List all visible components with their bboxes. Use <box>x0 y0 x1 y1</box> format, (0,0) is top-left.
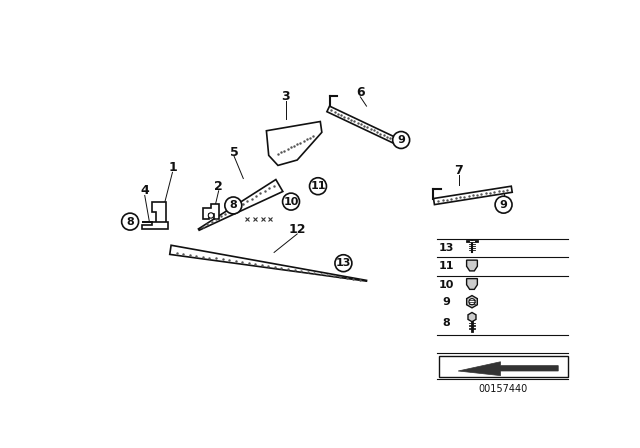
Text: 12: 12 <box>289 223 306 236</box>
Circle shape <box>469 299 475 305</box>
Text: 11: 11 <box>310 181 326 191</box>
Circle shape <box>225 197 242 214</box>
Circle shape <box>122 213 139 230</box>
Polygon shape <box>467 296 477 308</box>
Text: 3: 3 <box>282 90 290 103</box>
Text: 5: 5 <box>230 146 239 159</box>
Polygon shape <box>458 362 558 375</box>
Text: 9: 9 <box>500 200 508 210</box>
Polygon shape <box>468 313 476 322</box>
Circle shape <box>208 213 214 218</box>
FancyBboxPatch shape <box>439 356 568 377</box>
Polygon shape <box>170 245 367 281</box>
Text: 7: 7 <box>454 164 463 177</box>
Text: 9: 9 <box>397 135 405 145</box>
Text: 8: 8 <box>229 200 237 211</box>
Polygon shape <box>152 202 166 223</box>
Circle shape <box>495 196 512 213</box>
Text: 11: 11 <box>439 261 454 271</box>
Polygon shape <box>467 279 477 289</box>
Text: 10: 10 <box>439 280 454 290</box>
Text: 10: 10 <box>284 197 299 207</box>
Text: 1: 1 <box>168 161 177 174</box>
Text: 4: 4 <box>140 184 149 197</box>
Text: 13: 13 <box>439 243 454 253</box>
Polygon shape <box>433 186 512 205</box>
Text: 6: 6 <box>356 86 365 99</box>
Circle shape <box>310 178 326 195</box>
Polygon shape <box>266 121 322 165</box>
Text: 13: 13 <box>336 258 351 268</box>
Text: 2: 2 <box>214 180 223 193</box>
Circle shape <box>393 132 410 148</box>
Text: 00157440: 00157440 <box>478 383 527 394</box>
Polygon shape <box>204 204 219 220</box>
Circle shape <box>283 193 300 210</box>
Polygon shape <box>327 106 401 146</box>
Text: 8: 8 <box>126 217 134 227</box>
Polygon shape <box>467 260 477 271</box>
Text: 9: 9 <box>443 297 451 307</box>
Text: 8: 8 <box>443 318 451 328</box>
Polygon shape <box>141 222 168 229</box>
Circle shape <box>335 255 352 271</box>
Polygon shape <box>198 180 283 230</box>
